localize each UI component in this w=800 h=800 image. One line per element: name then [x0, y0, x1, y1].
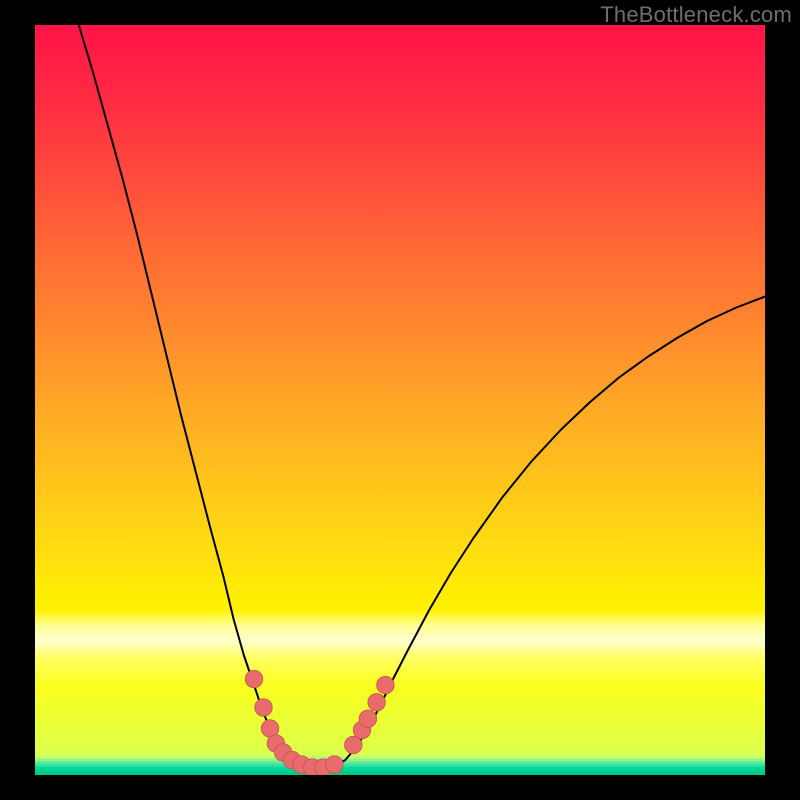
gradient-background	[35, 25, 765, 775]
green-strip-group	[35, 756, 765, 775]
plot-area	[35, 25, 765, 775]
figure-root: TheBottleneck.com	[0, 0, 800, 800]
watermark-text: TheBottleneck.com	[600, 2, 792, 28]
